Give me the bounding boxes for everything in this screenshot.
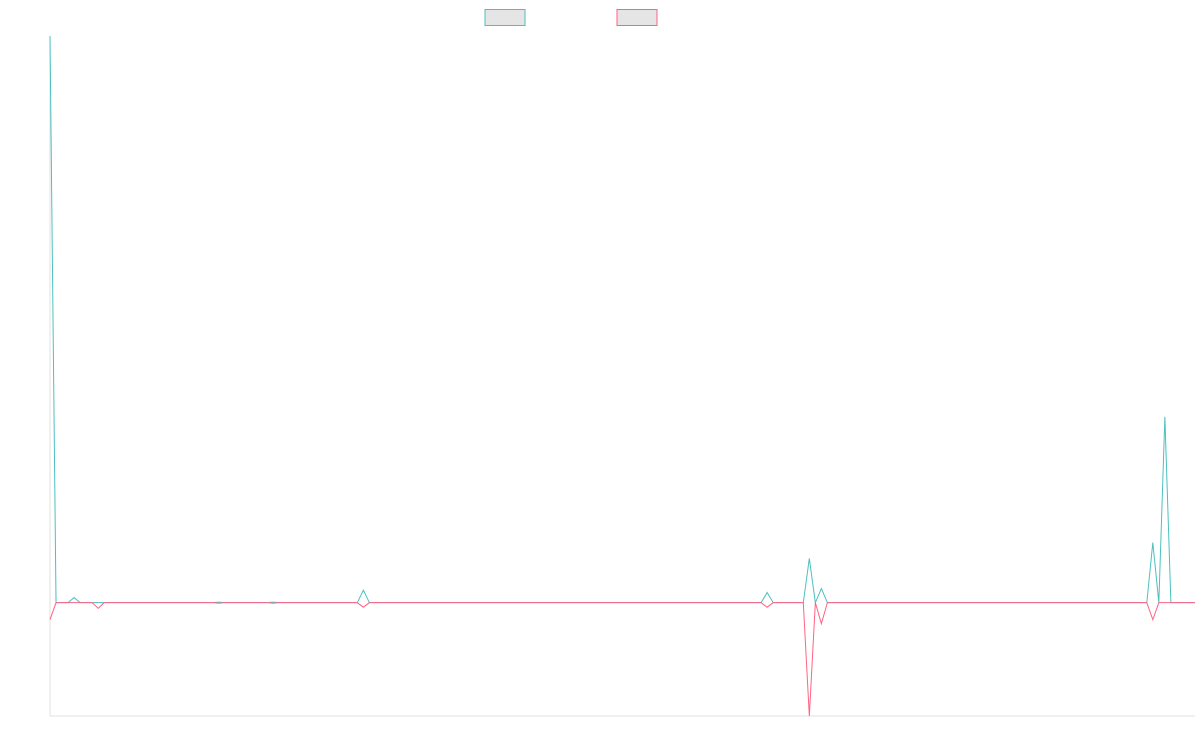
series-line: [49, 35, 1195, 605]
legend-swatch[interactable]: [484, 9, 526, 26]
series-line: [49, 602, 1195, 717]
legend-swatch[interactable]: [616, 9, 658, 26]
